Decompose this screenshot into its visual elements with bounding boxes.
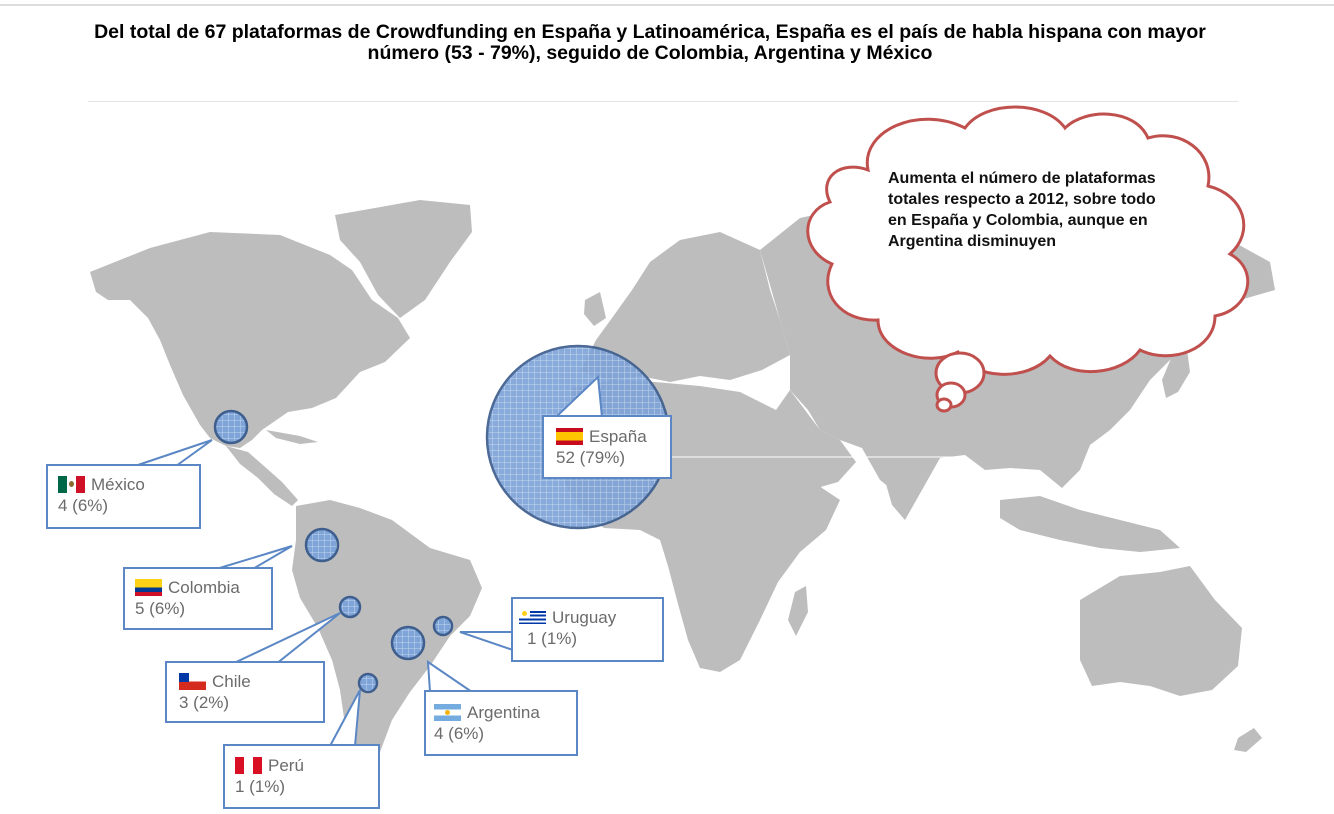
callout-peru: Perú 1 (1%) <box>223 744 380 809</box>
country-name: Chile <box>212 672 251 691</box>
uruguay-pointer <box>459 631 514 652</box>
country-name: México <box>91 475 145 494</box>
callout-argentina: Argentina 4 (6%) <box>424 690 578 756</box>
argentina-pointer <box>426 660 476 693</box>
southeast-asia-islands-shape <box>1000 496 1180 552</box>
country-name: Argentina <box>467 703 540 722</box>
top-divider <box>0 4 1334 6</box>
chile-flag-icon <box>179 673 206 690</box>
europe-shape <box>580 232 790 382</box>
callout-uruguay: Uruguay 1 (1%) <box>511 597 664 662</box>
north-america-shape <box>90 232 410 448</box>
callout-chile: Chile 3 (2%) <box>165 661 325 723</box>
mexico-bubble <box>213 409 249 445</box>
argentina-bubble <box>390 625 426 661</box>
country-value: 1 (1%) <box>527 629 578 648</box>
caribbean-shape <box>266 430 318 444</box>
india-shape <box>880 430 940 520</box>
mexico-flag-icon <box>58 476 85 493</box>
country-value: 52 (79%) <box>556 448 625 467</box>
title-rule <box>88 101 1238 102</box>
colombia-flag-icon <box>135 579 162 596</box>
uruguay-bubble <box>432 615 454 637</box>
uruguay-flag-icon <box>519 609 546 626</box>
australia-shape <box>1080 566 1242 696</box>
spain-flag-icon <box>556 428 583 445</box>
latam-bubbles <box>213 409 454 694</box>
cloud-bubble-small <box>935 397 953 413</box>
peru-bubble <box>357 672 379 694</box>
page-title: Del total de 67 plataformas de Crowdfund… <box>94 21 1206 64</box>
country-value: 1 (1%) <box>235 777 286 796</box>
country-value: 4 (6%) <box>58 496 109 515</box>
central-america-shape <box>226 446 298 506</box>
country-name: Perú <box>268 756 304 775</box>
callout-espana: España 52 (79%) <box>542 415 672 479</box>
thought-cloud <box>806 105 1250 413</box>
cloud-shape <box>806 105 1250 376</box>
callout-colombia: Colombia 5 (6%) <box>123 567 273 630</box>
british-isles-shape <box>584 292 606 326</box>
country-value: 3 (2%) <box>179 693 230 712</box>
country-value: 4 (6%) <box>434 724 485 743</box>
country-value: 5 (6%) <box>135 599 186 618</box>
new-zealand-shape <box>1234 728 1262 752</box>
callout-mexico: México 4 (6%) <box>46 464 201 529</box>
colombia-bubble <box>304 527 340 563</box>
country-name: Uruguay <box>552 608 617 627</box>
mexico-pointer <box>134 439 213 467</box>
chile-bubble <box>338 595 362 619</box>
cloud-note: Aumenta el número de plataformas totales… <box>888 170 1156 250</box>
country-name: España <box>589 427 647 446</box>
madagascar-shape <box>788 586 808 636</box>
argentina-flag-icon <box>434 704 461 721</box>
callout-pointers <box>134 374 604 747</box>
greenland-shape <box>335 200 472 318</box>
country-name: Colombia <box>168 578 240 597</box>
south-america-shape <box>292 500 482 782</box>
peru-flag-icon <box>235 757 262 774</box>
